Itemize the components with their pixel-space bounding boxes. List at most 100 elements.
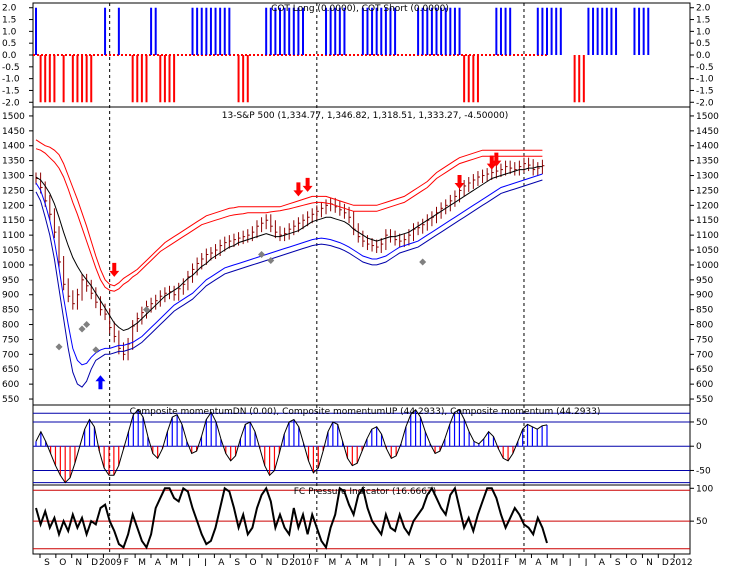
x-tick-label: A: [535, 558, 542, 566]
y-tick-label: -1.0: [696, 75, 714, 85]
y-tick-label-left: 650: [2, 365, 19, 375]
y-tick-label-left: 1050: [2, 246, 25, 256]
x-tick-label: A: [599, 558, 606, 566]
x-tick-label: J: [393, 558, 397, 566]
y-tick-label: 1250: [696, 186, 719, 196]
y-tick-label-left: 1150: [2, 216, 25, 226]
y-tick-label-left: 950: [2, 276, 19, 286]
diamond-marker: [55, 343, 63, 351]
diamond-marker: [419, 258, 427, 266]
x-tick-label: O: [630, 558, 637, 566]
y-tick-label-left: 1.5: [2, 16, 16, 26]
x-tick-label: A: [345, 558, 352, 566]
x-tick-label: N: [75, 558, 82, 566]
x-tick-label: N: [456, 558, 463, 566]
y-tick-label: 650: [696, 365, 713, 375]
y-tick-label-left: 600: [2, 380, 19, 390]
y-tick-label: 600: [696, 380, 713, 390]
y-tick-label-left: 1200: [2, 201, 25, 211]
x-tick-label: A: [155, 558, 162, 566]
y-tick-label: -50: [696, 466, 711, 476]
sell-arrow-marker: [454, 174, 465, 189]
x-tick-label: F: [124, 558, 129, 566]
y-tick-label-left: 1250: [2, 186, 25, 196]
y-tick-label-left: 1.0: [2, 27, 17, 37]
y-tick-label: 0.5: [696, 39, 710, 49]
x-tick-label: D: [281, 558, 288, 566]
y-tick-label: 1050: [696, 246, 719, 256]
y-tick-label: 50: [696, 418, 708, 428]
y-tick-label: -0.5: [696, 63, 714, 73]
pressure-title: FC Pressure Indicator (16.6667): [294, 487, 436, 497]
x-tick-label: M: [170, 558, 178, 566]
y-tick-label-left: 1450: [2, 127, 25, 137]
x-tick-label: M: [138, 558, 146, 566]
y-tick-label: 550: [696, 395, 713, 405]
y-tick-label-left: 0.5: [2, 39, 16, 49]
x-tick-label: M: [519, 558, 527, 566]
x-tick-label: D: [91, 558, 98, 566]
x-tick-label: J: [203, 558, 207, 566]
panel-frame-momentum: [32, 404, 691, 486]
x-tick-label: O: [250, 558, 257, 566]
y-tick-label: -2.0: [696, 98, 714, 108]
y-tick-label: 0.0: [696, 51, 711, 61]
y-tick-label-left: 850: [2, 306, 19, 316]
x-tick-label: D: [662, 558, 669, 566]
x-tick-label: D: [472, 558, 479, 566]
x-tick-label: F: [504, 558, 509, 566]
x-tick-label: M: [328, 558, 336, 566]
y-tick-label-left: -2.0: [2, 98, 20, 108]
diamond-marker: [78, 325, 86, 333]
y-tick-label: 1.5: [696, 16, 710, 26]
momentum-line: [35, 409, 548, 484]
sell-arrow-marker: [109, 262, 120, 277]
y-tick-label: -1.5: [696, 86, 714, 96]
y-tick-label: 850: [696, 306, 713, 316]
y-tick-label-left: 700: [2, 350, 19, 360]
x-tick-label: M: [360, 558, 368, 566]
y-tick-label-left: 1500: [2, 112, 25, 122]
diamond-marker: [92, 346, 100, 354]
x-tick-label: J: [378, 558, 382, 566]
sell-arrow-marker: [302, 177, 313, 192]
y-tick-label-left: -0.5: [2, 63, 20, 73]
y-tick-label: 1450: [696, 127, 719, 137]
x-tick-label: 2012: [670, 558, 693, 566]
x-tick-label: S: [234, 558, 240, 566]
x-tick-label: N: [266, 558, 273, 566]
y-tick-label-left: 0.0: [2, 51, 17, 61]
x-tick-label: A: [409, 558, 416, 566]
x-tick-label: S: [44, 558, 50, 566]
x-tick-label: S: [425, 558, 431, 566]
y-tick-label: 750: [696, 335, 713, 345]
y-tick-label-left: 900: [2, 291, 19, 301]
y-tick-label-left: 800: [2, 321, 19, 331]
x-tick-label: J: [187, 558, 191, 566]
pressure-line: [35, 485, 548, 550]
x-tick-label: S: [615, 558, 621, 566]
y-tick-label: 1150: [696, 216, 719, 226]
y-tick-label-left: -1.0: [2, 75, 20, 85]
y-tick-label-left: 1400: [2, 142, 25, 152]
y-tick-label: 1100: [696, 231, 719, 241]
y-tick-label: 1200: [696, 201, 719, 211]
diamond-marker: [258, 251, 266, 259]
y-tick-label: 1300: [696, 172, 719, 182]
price-series-line: [35, 166, 543, 332]
x-tick-label: 2010: [289, 558, 312, 566]
y-tick-label-left: 1350: [2, 157, 25, 167]
y-tick-label: 1350: [696, 157, 719, 167]
y-tick-label-left: 550: [2, 395, 19, 405]
x-tick-label: 2011: [479, 558, 502, 566]
sell-arrow-marker: [293, 182, 304, 197]
price-series-line: [35, 179, 543, 388]
x-tick-label: N: [646, 558, 653, 566]
y-tick-label-left: 1000: [2, 261, 25, 271]
sell-arrow-marker: [486, 155, 497, 170]
x-tick-label: 2009: [99, 558, 122, 566]
y-tick-label: 2.0: [696, 4, 711, 14]
panel-frame-price: [32, 106, 691, 406]
x-tick-label: J: [568, 558, 572, 566]
